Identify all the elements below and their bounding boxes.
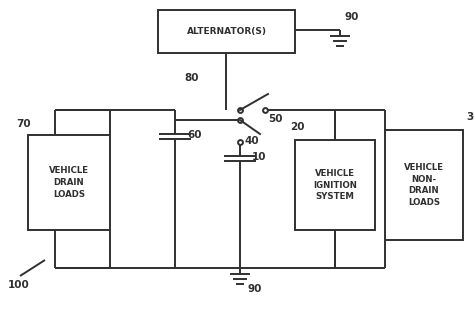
Text: 60: 60 — [187, 130, 201, 140]
Text: 10: 10 — [252, 152, 266, 162]
Text: 50: 50 — [268, 114, 283, 124]
Text: VEHICLE
IGNITION
SYSTEM: VEHICLE IGNITION SYSTEM — [313, 169, 357, 201]
Text: VEHICLE
NON-
DRAIN
LOADS: VEHICLE NON- DRAIN LOADS — [404, 163, 444, 207]
Text: 40: 40 — [245, 136, 260, 146]
Text: VEHICLE
DRAIN
LOADS: VEHICLE DRAIN LOADS — [49, 166, 89, 199]
Bar — [295, 140, 375, 230]
Text: ALTERNATOR(S): ALTERNATOR(S) — [186, 27, 266, 36]
Text: 20: 20 — [290, 122, 304, 132]
Text: 80: 80 — [184, 73, 199, 83]
Text: 70: 70 — [16, 119, 31, 129]
Text: 90: 90 — [345, 11, 359, 22]
Text: 100: 100 — [8, 280, 30, 290]
Bar — [385, 130, 463, 240]
Bar — [158, 10, 295, 53]
Text: 90: 90 — [248, 284, 263, 294]
Bar — [28, 135, 110, 230]
Text: 30: 30 — [466, 112, 474, 122]
